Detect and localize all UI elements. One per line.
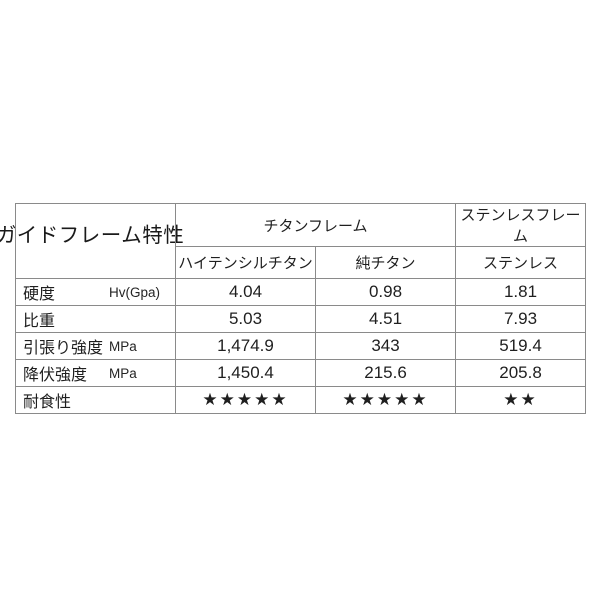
row-label: 引張り強度: [23, 340, 104, 357]
sub-header-row: ハイテンシルチタン 純チタン ステンレス: [16, 246, 587, 279]
table-row-corrosion-resistance: 耐食性 ★★★★★ ★★★★★ ★★: [15, 386, 587, 414]
row-unit: MPa: [109, 338, 137, 354]
value-stainless: 205.8: [455, 359, 587, 387]
value-pure-titanium: 0.98: [314, 278, 457, 306]
row-label: 耐食性: [23, 394, 72, 411]
value-hitensile: 1,474.9: [175, 332, 316, 360]
row-label: 硬度: [23, 286, 56, 303]
group-header-row: チタンフレーム ステンレスフレーム: [15, 203, 587, 279]
value-stainless: 7.93: [455, 305, 587, 333]
row-label-cell: 降伏強度 MPa: [15, 359, 176, 387]
sub-header-stainless: ステンレス: [455, 246, 587, 279]
group-header-titanium: チタンフレーム: [174, 203, 457, 247]
star-rating-hitensile: ★★★★★: [175, 386, 316, 414]
table-row-specific-gravity: 比重 5.03 4.51 7.93: [15, 305, 587, 333]
row-label-cell: 比重: [15, 305, 176, 333]
value-pure-titanium: 343: [314, 332, 457, 360]
title-spacer-cell: [15, 203, 176, 279]
star-rating-pure-titanium: ★★★★★: [314, 386, 457, 414]
row-label: 比重: [23, 313, 56, 330]
spec-table: チタンフレーム ステンレスフレーム ハイテンシルチタン 純チタン ステンレス 硬…: [15, 203, 587, 414]
value-hitensile: 4.04: [175, 278, 316, 306]
row-unit: MPa: [109, 365, 137, 381]
row-label: 降伏強度: [23, 367, 88, 384]
table-row-hardness: 硬度 Hv(Gpa) 4.04 0.98 1.81: [15, 278, 587, 306]
row-label-cell: 引張り強度 MPa: [15, 332, 176, 360]
star-rating-stainless: ★★: [455, 386, 587, 414]
sub-header-hitensile-titanium: ハイテンシルチタン: [175, 246, 316, 279]
value-stainless: 519.4: [455, 332, 587, 360]
row-label-cell: 硬度 Hv(Gpa): [15, 278, 176, 306]
table-row-tensile-strength: 引張り強度 MPa 1,474.9 343 519.4: [15, 332, 587, 360]
value-hitensile: 5.03: [175, 305, 316, 333]
value-hitensile: 1,450.4: [175, 359, 316, 387]
table-row-yield-strength: 降伏強度 MPa 1,450.4 215.6 205.8: [15, 359, 587, 387]
row-label-cell: 耐食性: [15, 386, 176, 414]
spec-table-wrap: チタンフレーム ステンレスフレーム ハイテンシルチタン 純チタン ステンレス 硬…: [15, 203, 587, 414]
row-unit: Hv(Gpa): [109, 284, 161, 300]
group-header-stainless: ステンレスフレーム: [455, 203, 587, 247]
value-pure-titanium: 215.6: [314, 359, 457, 387]
sub-header-pure-titanium: 純チタン: [314, 246, 457, 279]
value-stainless: 1.81: [455, 278, 587, 306]
value-pure-titanium: 4.51: [314, 305, 457, 333]
